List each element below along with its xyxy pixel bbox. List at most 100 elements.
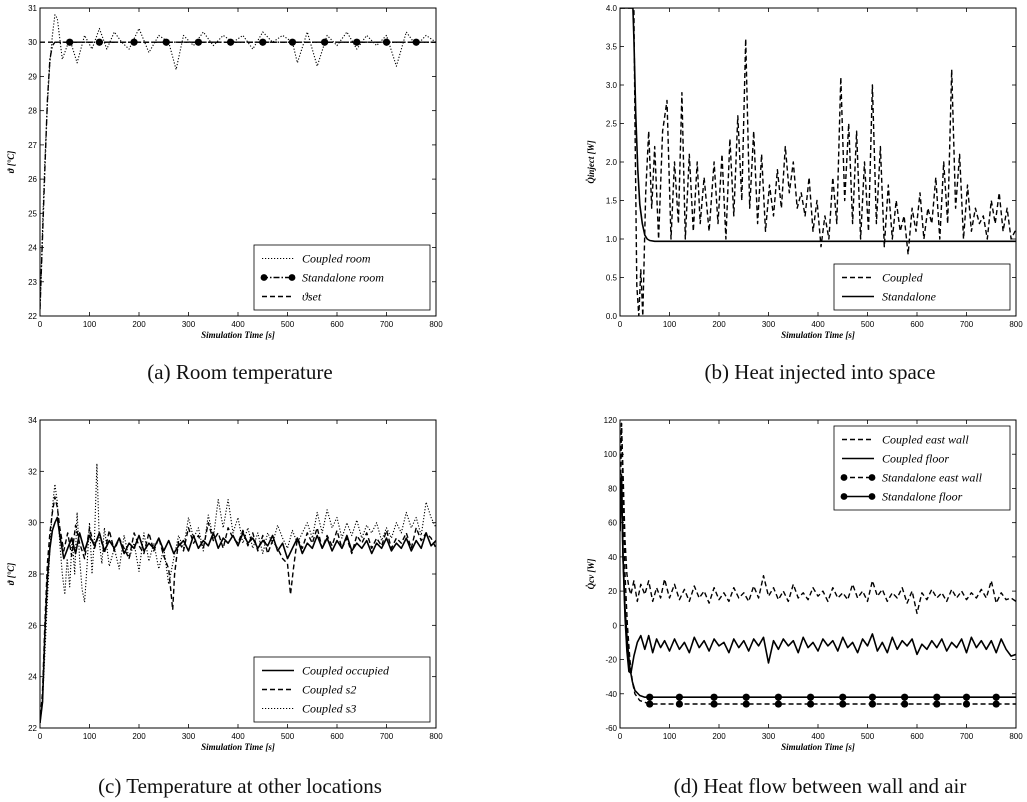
chart-svg: 0 100 200 300 400 500 600 700 800 22 24 26 28 30 32 34 S… bbox=[0, 412, 440, 762]
x-tick-label: 100 bbox=[83, 320, 97, 329]
x-tick-label: 500 bbox=[281, 732, 295, 741]
series-marker-standalone-floor bbox=[839, 694, 846, 701]
x-tick-label: 800 bbox=[429, 320, 443, 329]
x-tick-label: 600 bbox=[330, 320, 344, 329]
series-marker-standalone-floor bbox=[646, 694, 653, 701]
legend-marker-standalone-room bbox=[289, 274, 296, 281]
legend: Coupled room Standalone room ϑset bbox=[254, 245, 430, 310]
x-tick-label: 500 bbox=[861, 732, 875, 741]
x-tick-label: 800 bbox=[429, 732, 443, 741]
y-tick-label: 3.5 bbox=[606, 43, 618, 52]
y-tick-label: 0.5 bbox=[606, 274, 618, 283]
x-tick-label: 500 bbox=[861, 320, 875, 329]
x-tick-label: 100 bbox=[663, 732, 677, 741]
legend-label-set: ϑset bbox=[302, 290, 322, 304]
x-tick-label: 100 bbox=[663, 320, 677, 329]
chart-panel-heat-injected: 0 100 200 300 400 500 600 700 800 0.0 0.5 1.0 1.5 2.0… bbox=[580, 0, 1020, 350]
series-marker-standalone-floor bbox=[743, 694, 750, 701]
series-marker-standalone-floor bbox=[993, 694, 1000, 701]
y-tick-label: 40 bbox=[608, 553, 617, 562]
legend-label-standalone-east-wall: Standalone east wall bbox=[882, 471, 983, 485]
y-tick-label: 28 bbox=[28, 570, 37, 579]
x-tick-label: 200 bbox=[712, 320, 726, 329]
legend: Coupled east wall Coupled floor Standalone… bbox=[834, 426, 1010, 510]
series-marker-standalone-floor bbox=[901, 694, 908, 701]
x-axis-label: Simulation Time [s] bbox=[201, 742, 275, 752]
series-marker-standalone-east-wall bbox=[901, 700, 908, 707]
legend-label-coupled-s2: Coupled s2 bbox=[302, 683, 356, 697]
caption-heat-flow: (d) Heat flow between wall and air bbox=[620, 774, 1020, 799]
legend-label-coupled-east-wall: Coupled east wall bbox=[882, 433, 969, 447]
y-tick-label: 24 bbox=[28, 673, 37, 682]
x-axis-label: Simulation Time [s] bbox=[781, 330, 855, 340]
legend-marker-standalone-east-wall bbox=[869, 474, 876, 481]
y-tick-label: 24 bbox=[28, 244, 37, 253]
legend-marker-standalone-floor bbox=[841, 493, 848, 500]
y-tick-label: 2.5 bbox=[606, 120, 618, 129]
y-tick-label: 30 bbox=[28, 519, 37, 528]
y-tick-label: -60 bbox=[605, 724, 617, 733]
series-marker-standalone-floor bbox=[807, 694, 814, 701]
series-marker-standalone-floor bbox=[869, 694, 876, 701]
chart-panel-room-temperature: 0 100 200 300 400 500 600 700 800 22 23 24 25 26 27 28 2… bbox=[0, 0, 440, 350]
y-tick-label: 22 bbox=[28, 312, 37, 321]
series-marker-standalone-east-wall bbox=[963, 700, 970, 707]
series-marker-standalone-east-wall bbox=[933, 700, 940, 707]
x-axis-label: Simulation Time [s] bbox=[781, 742, 855, 752]
y-tick-label: -40 bbox=[605, 690, 617, 699]
series-marker-standalone-east-wall bbox=[807, 700, 814, 707]
legend: Coupled occupiedCoupled s2Coupled s3 bbox=[254, 657, 430, 722]
series-marker-standalone-floor bbox=[933, 694, 940, 701]
x-tick-label: 600 bbox=[330, 732, 344, 741]
legend-label-coupled: Coupled bbox=[882, 271, 924, 285]
x-tick-label: 400 bbox=[811, 732, 825, 741]
x-tick-label: 400 bbox=[811, 320, 825, 329]
legend-label-coupled-occupied: Coupled occupied bbox=[302, 664, 390, 678]
x-tick-label: 0 bbox=[38, 732, 43, 741]
y-tick-label: 0 bbox=[613, 621, 618, 630]
caption-room-temperature: (a) Room temperature bbox=[40, 360, 440, 385]
x-tick-label: 0 bbox=[618, 732, 623, 741]
x-tick-label: 200 bbox=[132, 320, 146, 329]
y-tick-label: 22 bbox=[28, 724, 37, 733]
x-tick-label: 400 bbox=[231, 732, 245, 741]
x-tick-label: 200 bbox=[712, 732, 726, 741]
legend-label-standalone-room: Standalone room bbox=[302, 271, 384, 285]
chart-panel-other-locations: 0 100 200 300 400 500 600 700 800 22 24 26 28 30 32 34 S… bbox=[0, 412, 440, 762]
y-tick-label: 1.5 bbox=[606, 197, 618, 206]
legend-marker-standalone-east-wall bbox=[841, 474, 848, 481]
y-tick-label: 25 bbox=[28, 209, 37, 218]
y-tick-label: 80 bbox=[608, 484, 617, 493]
y-axis-label: ϑ [°C] bbox=[6, 151, 16, 174]
chart-panel-heat-flow: 0 100 200 300 400 500 600 700 800 -60 -40 -20 0 20 40 6… bbox=[580, 412, 1020, 762]
legend-marker-standalone-floor bbox=[869, 493, 876, 500]
y-tick-label: 26 bbox=[28, 175, 37, 184]
x-tick-label: 300 bbox=[182, 320, 196, 329]
x-tick-label: 700 bbox=[380, 320, 394, 329]
x-tick-label: 300 bbox=[182, 732, 196, 741]
x-tick-label: 700 bbox=[960, 320, 974, 329]
y-tick-label: 26 bbox=[28, 621, 37, 630]
y-tick-label: 30 bbox=[28, 38, 37, 47]
series-marker-standalone-east-wall bbox=[869, 700, 876, 707]
x-axis-label: Simulation Time [s] bbox=[201, 330, 275, 340]
y-tick-label: 1.0 bbox=[606, 235, 618, 244]
caption-heat-injected: (b) Heat injected into space bbox=[620, 360, 1020, 385]
x-tick-label: 300 bbox=[762, 732, 776, 741]
x-tick-label: 600 bbox=[910, 732, 924, 741]
y-axis-label: Q̇inject [W] bbox=[586, 140, 596, 183]
series-marker-standalone-east-wall bbox=[839, 700, 846, 707]
y-tick-label: 31 bbox=[28, 4, 37, 13]
series-marker-standalone-floor bbox=[710, 694, 717, 701]
series-marker-standalone-east-wall bbox=[676, 700, 683, 707]
legend: Coupled Standalone bbox=[834, 264, 1010, 310]
x-tick-label: 600 bbox=[910, 320, 924, 329]
caption-other-locations: (c) Temperature at other locations bbox=[40, 774, 440, 799]
y-axis-label: ϑ [°C] bbox=[6, 563, 16, 586]
chart-svg: 0 100 200 300 400 500 600 700 800 0.0 0.5 1.0 1.5 2.0… bbox=[580, 0, 1020, 350]
series-marker-standalone-east-wall bbox=[775, 700, 782, 707]
chart-svg: 0 100 200 300 400 500 600 700 800 22 23 24 25 26 27 28 2… bbox=[0, 0, 440, 350]
legend-marker-standalone-room bbox=[261, 274, 268, 281]
legend-label-coupled-room: Coupled room bbox=[302, 252, 371, 266]
x-tick-label: 800 bbox=[1009, 732, 1023, 741]
